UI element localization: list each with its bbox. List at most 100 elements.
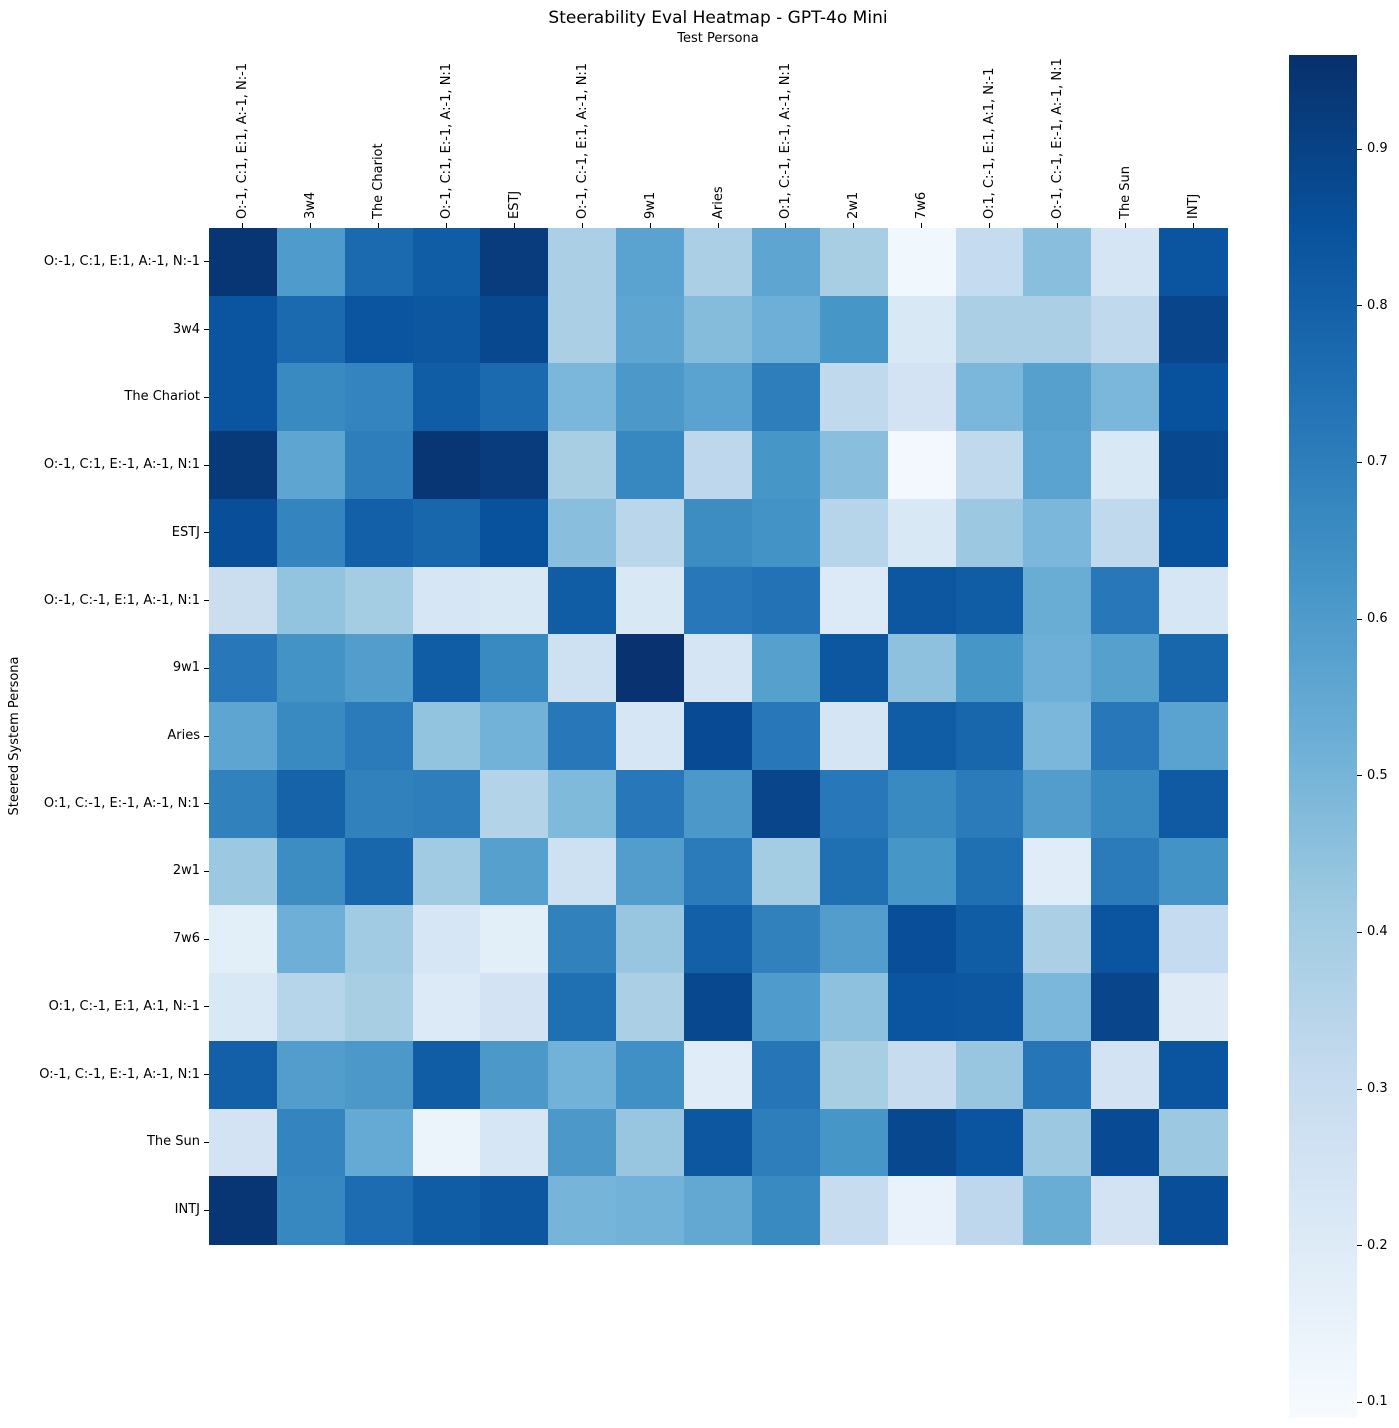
heatmap-cell — [209, 973, 278, 1042]
heatmap-cell — [684, 837, 753, 907]
heatmap-cell — [344, 837, 414, 907]
heatmap-cell — [480, 295, 550, 365]
heatmap-cell — [819, 769, 889, 839]
heatmap-cell — [412, 363, 482, 432]
heatmap-cell — [276, 1040, 346, 1110]
colorbar-tick-mark — [1357, 1088, 1362, 1090]
heatmap-cell — [1159, 1040, 1228, 1110]
heatmap-cell — [1159, 1108, 1228, 1177]
heatmap-cell — [412, 702, 482, 771]
heatmap-cell — [751, 1040, 821, 1110]
x-tick-label: The Chariot — [371, 143, 387, 219]
heatmap-cell — [955, 837, 1025, 907]
x-tick-label: The Sun — [1117, 165, 1133, 219]
heatmap-cell — [616, 566, 685, 636]
heatmap-cell — [616, 295, 685, 365]
heatmap-cell — [955, 1108, 1025, 1177]
heatmap-cell — [819, 973, 889, 1042]
heatmap-cell — [819, 1176, 889, 1245]
heatmap-cell — [1023, 1176, 1092, 1245]
y-tick-mark — [204, 600, 209, 602]
heatmap-cell — [751, 566, 821, 636]
heatmap-cell — [616, 1176, 685, 1245]
heatmap-cell — [1023, 295, 1092, 365]
heatmap-cell — [344, 702, 414, 771]
heatmap-cell — [1159, 498, 1228, 568]
heatmap-cell — [209, 634, 278, 703]
heatmap-cell — [1023, 228, 1092, 297]
x-tick-label: O:-1, C:-1, E:-1, A:-1, N:1 — [1049, 58, 1065, 219]
y-tick-mark — [204, 1074, 209, 1076]
heatmap-cell — [1091, 498, 1160, 568]
heatmap-cell — [684, 1108, 753, 1177]
y-tick-label: The Sun — [146, 1134, 200, 1150]
heatmap-cell — [480, 566, 550, 636]
colorbar-tick-mark — [1357, 148, 1362, 150]
heatmap-cell — [344, 363, 414, 432]
heatmap-cell — [684, 634, 753, 703]
heatmap-cell — [412, 1108, 482, 1177]
heatmap-cell — [480, 431, 550, 500]
heatmap-cell — [480, 363, 550, 432]
heatmap-cell — [819, 1040, 889, 1110]
heatmap-cell — [548, 363, 617, 432]
x-tick-mark — [649, 223, 651, 228]
heatmap-cell — [209, 702, 278, 771]
heatmap-cell — [209, 566, 278, 636]
heatmap-cell — [1023, 634, 1092, 703]
y-tick-mark — [204, 735, 209, 737]
heatmap-cell — [480, 1040, 550, 1110]
heatmap-cell — [684, 295, 753, 365]
heatmap-cell — [548, 702, 617, 771]
heatmap-cell — [344, 634, 414, 703]
heatmap-cell — [480, 702, 550, 771]
heatmap-cell — [412, 973, 482, 1042]
heatmap-cell — [209, 228, 278, 297]
heatmap-cell — [887, 634, 957, 703]
x-tick-label: O:-1, C:-1, E:1, A:-1, N:1 — [574, 62, 590, 219]
colorbar-tick-label: 0.4 — [1367, 924, 1388, 940]
heatmap-cell — [548, 973, 617, 1042]
x-tick-label: O:1, C:-1, E:-1, A:-1, N:1 — [778, 62, 794, 219]
heatmap-cell — [684, 363, 753, 432]
heatmap-cell — [1023, 1108, 1092, 1177]
x-tick-label: O:1, C:-1, E:1, A:1, N:-1 — [981, 67, 997, 219]
heatmap-cell — [684, 1176, 753, 1245]
heatmap-cell — [1159, 431, 1228, 500]
heatmap-cell — [209, 1176, 278, 1245]
heatmap-cell — [1159, 566, 1228, 636]
heatmap-cell — [344, 228, 414, 297]
x-tick-mark — [717, 223, 719, 228]
y-tick-mark — [204, 261, 209, 263]
heatmap-cell — [480, 837, 550, 907]
heatmap-cell — [1091, 973, 1160, 1042]
heatmap-cell — [1023, 973, 1092, 1042]
heatmap-cell — [1159, 228, 1228, 297]
heatmap-cell — [887, 498, 957, 568]
heatmap-cell — [1091, 634, 1160, 703]
x-tick-label: Aries — [710, 186, 726, 219]
y-tick-label: O:-1, C:-1, E:-1, A:-1, N:1 — [39, 1066, 200, 1082]
heatmap-cell — [344, 973, 414, 1042]
heatmap-cell — [344, 905, 414, 974]
heatmap-cell — [1023, 431, 1092, 500]
heatmap-cell — [887, 1108, 957, 1177]
heatmap-cell — [1091, 1176, 1160, 1245]
heatmap-cell — [751, 498, 821, 568]
heatmap-cell — [684, 498, 753, 568]
heatmap-cell — [1159, 973, 1228, 1042]
heatmap-cell — [412, 295, 482, 365]
heatmap-cell — [955, 431, 1025, 500]
heatmap-cell — [751, 431, 821, 500]
x-tick-mark — [513, 223, 515, 228]
colorbar-tick-mark — [1357, 305, 1362, 307]
x-tick-mark — [242, 223, 244, 228]
heatmap-cell — [887, 973, 957, 1042]
heatmap-cell — [1023, 702, 1092, 771]
heatmap-cell — [751, 363, 821, 432]
x-tick-label: 7w6 — [914, 191, 930, 219]
heatmap-cell — [887, 431, 957, 500]
heatmap-cell — [276, 566, 346, 636]
colorbar-tick-label: 0.8 — [1367, 297, 1388, 313]
heatmap-cell — [887, 1040, 957, 1110]
